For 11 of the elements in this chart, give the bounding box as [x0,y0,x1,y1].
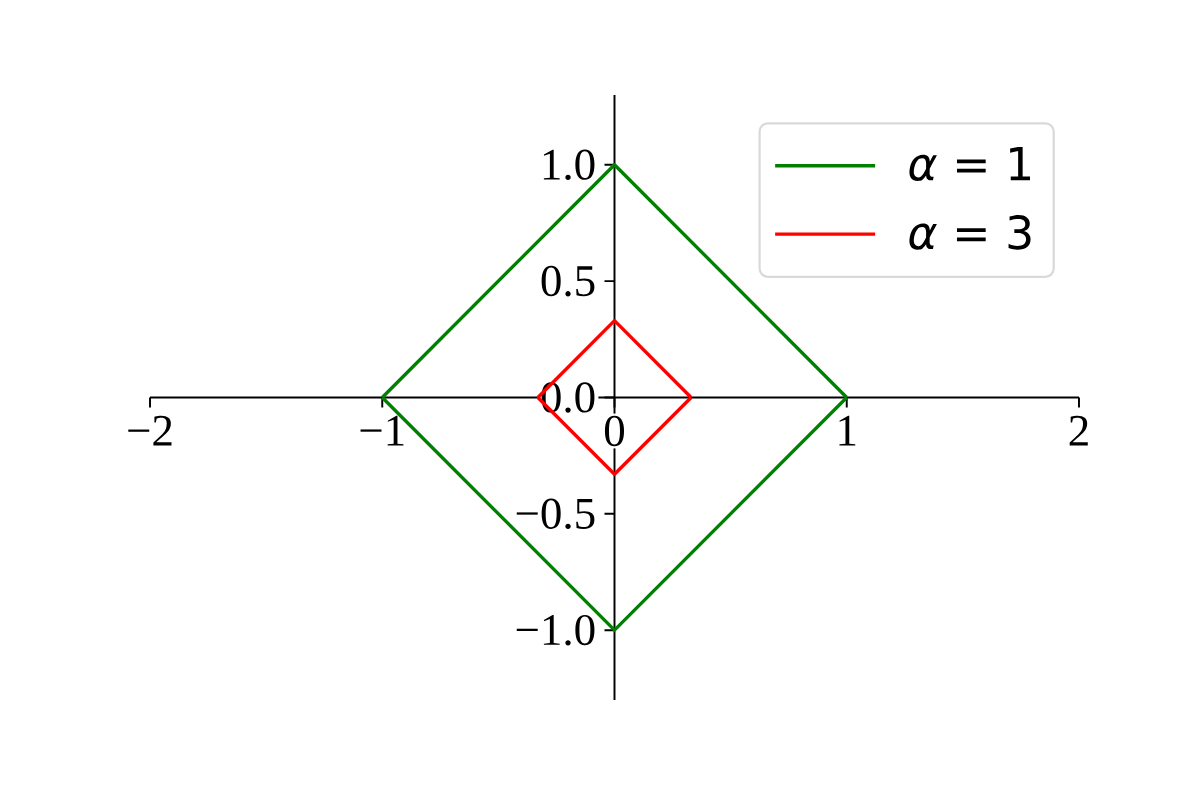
legend-label: α = 1 [909,146,1030,181]
x-tick-label: 1 [839,415,856,446]
x-tick-label: −2 [128,415,172,446]
y-tick-label: −1.0 [516,614,595,646]
x-tick-label: 2 [1069,415,1088,446]
legend-label: α = 3 [909,215,1031,250]
x-tick-label: −1 [360,415,404,446]
x-tick-label: 0 [604,415,625,447]
y-tick-label: −0.5 [516,498,595,530]
y-tick-label: 1.0 [543,149,595,181]
y-tick-label: 0.5 [541,265,595,297]
